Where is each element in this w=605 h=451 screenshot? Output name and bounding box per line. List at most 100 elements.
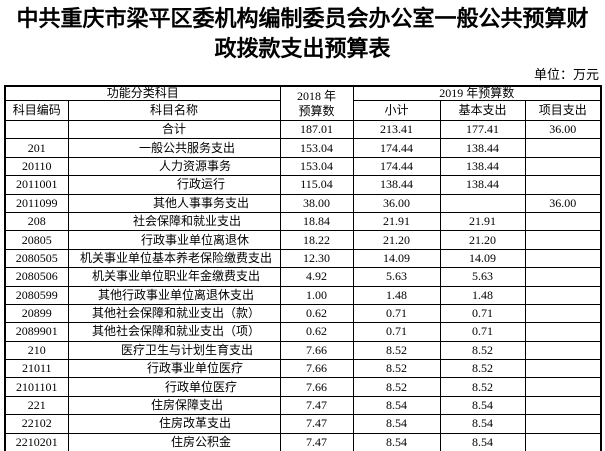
subject-code-cell: 20805 [4,230,69,250]
title-line-2: 政拨款支出预算表 [214,36,391,61]
table-row: 2011001 行政运行 115.04 138.44 138.44 [4,175,602,195]
header-row-columns: 科目编码 科目名称 小计 基本支出 项目支出 [4,100,602,121]
table-row: 2080505 机关事业单位基本养老保险缴费支出 12.30 14.09 14.… [4,248,602,269]
subject-code-cell: 2011099 [4,193,69,213]
project-2019-cell [524,303,602,324]
subject-code-cell: 210 [4,340,69,361]
subject-name-cell: 其他社会保障和就业支出（款） [67,303,281,324]
subject-code-cell: 221 [4,395,69,416]
header-2018-budget-line2: 预算数 [298,103,335,118]
subject-name-cell: 行政事业单位医疗 [67,359,281,379]
budget-2018-cell: 187.01 [279,119,354,140]
subject-name-cell: 行政单位医疗 [67,377,281,397]
table-row: 221 住房保障支出 7.47 8.54 8.54 [4,395,602,416]
subtotal-2019-cell: 0.71 [352,322,441,342]
header-project-expenditure: 项目支出 [524,100,602,121]
budget-2018-cell: 153.04 [279,138,354,158]
budget-table: 功能分类科目 2018 年 预算数 2019 年预算数 科目编码 科目名称 小计… [4,85,603,451]
table-row: 210 医疗卫生与计划生育支出 7.66 8.52 8.52 [4,340,602,361]
table-row: 20899 其他社会保障和就业支出（款） 0.62 0.71 0.71 [4,303,602,324]
subject-code-cell: 22102 [4,414,69,434]
subtotal-2019-cell: 1.48 [352,285,441,305]
subtotal-2019-cell: 213.41 [352,119,441,140]
budget-2018-cell: 115.04 [279,175,354,195]
basic-2019-cell: 5.63 [439,267,526,287]
subtotal-2019-cell: 174.44 [352,156,441,177]
subject-code-cell: 20899 [4,303,69,324]
header-subject-name: 科目名称 [67,100,281,121]
budget-table-body: 合计 187.01 213.41 177.41 36.00 201 一般公共服务… [4,119,602,451]
project-2019-cell [524,138,602,158]
table-row: 21011 行政事业单位医疗 7.66 8.52 8.52 [4,359,602,379]
project-2019-cell [524,432,602,451]
subject-code-cell [4,119,69,140]
header-row-groups: 功能分类科目 2018 年 预算数 2019 年预算数 [4,85,602,121]
basic-2019-cell: 0.71 [439,303,526,324]
budget-table-header: 功能分类科目 2018 年 预算数 2019 年预算数 科目编码 科目名称 小计… [4,85,602,121]
unit-label: 单位：万元 [533,67,599,82]
budget-2018-cell: 18.22 [279,230,354,250]
project-2019-cell [524,285,602,305]
subject-name-cell: 住房保障支出 [67,395,281,416]
header-function-category: 功能分类科目 [4,85,281,101]
project-2019-cell [524,414,602,434]
basic-2019-cell: 8.52 [439,377,526,397]
project-2019-cell [524,175,602,195]
subject-code-cell: 2089901 [4,322,69,342]
budget-2018-cell: 153.04 [279,156,354,177]
budget-2018-cell: 7.47 [279,395,354,416]
subtotal-2019-cell: 8.52 [352,377,441,397]
table-row: 2080506 机关事业单位职业年金缴费支出 4.92 5.63 5.63 [4,267,602,287]
budget-2018-cell: 12.30 [279,248,354,269]
basic-2019-cell: 138.44 [439,175,526,195]
project-2019-cell [524,230,602,250]
subject-name-cell: 住房公积金 [67,432,281,451]
header-basic-expenditure: 基本支出 [439,100,526,121]
basic-2019-cell: 8.52 [439,340,526,361]
subject-name-cell: 一般公共服务支出 [67,138,281,158]
project-2019-cell [524,248,602,269]
subject-name-cell: 行政运行 [67,175,281,195]
subject-name-cell: 人力资源事务 [67,156,281,177]
basic-2019-cell: 0.71 [439,322,526,342]
project-2019-cell [524,359,602,379]
subtotal-2019-cell: 138.44 [352,175,441,195]
header-subtotal: 小计 [352,100,441,121]
subject-name-cell: 医疗卫生与计划生育支出 [67,340,281,361]
basic-2019-cell: 1.48 [439,285,526,305]
subtotal-2019-cell: 21.91 [352,211,441,232]
basic-2019-cell: 21.20 [439,230,526,250]
project-2019-cell: 36.00 [524,193,602,213]
subject-name-cell: 行政事业单位离退休 [67,230,281,250]
table-row: 2101101 行政单位医疗 7.66 8.52 8.52 [4,377,602,397]
subtotal-2019-cell: 14.09 [352,248,441,269]
table-row: 20110 人力资源事务 153.04 174.44 138.44 [4,156,602,177]
budget-2018-cell: 0.62 [279,303,354,324]
basic-2019-cell: 177.41 [439,119,526,140]
subject-name-cell: 其他行政事业单位离退休支出 [67,285,281,305]
budget-2018-cell: 7.66 [279,377,354,397]
subtotal-2019-cell: 8.54 [352,432,441,451]
basic-2019-cell: 8.54 [439,432,526,451]
subtotal-2019-cell: 8.54 [352,414,441,434]
subject-name-cell: 其他人事事务支出 [67,193,281,213]
document-title: 中共重庆市梁平区委机构编制委员会办公室一般公共预算财 政拨款支出预算表 [0,0,605,64]
subject-code-cell: 208 [4,211,69,232]
subtotal-2019-cell: 5.63 [352,267,441,287]
table-row: 合计 187.01 213.41 177.41 36.00 [4,119,602,140]
basic-2019-cell: 138.44 [439,156,526,177]
subject-code-cell: 20110 [4,156,69,177]
subject-name-cell: 住房改革支出 [67,414,281,434]
subject-name-cell: 合计 [67,119,281,140]
budget-2018-cell: 7.66 [279,340,354,361]
subject-name-cell: 社会保障和就业支出 [67,211,281,232]
header-2018-budget: 2018 年 预算数 [279,85,354,121]
table-row: 201 一般公共服务支出 153.04 174.44 138.44 [4,138,602,158]
subject-name-cell: 其他社会保障和就业支出（项） [67,322,281,342]
subject-name-cell: 机关事业单位职业年金缴费支出 [67,267,281,287]
budget-2018-cell: 7.47 [279,432,354,451]
header-2019-budget-group: 2019 年预算数 [352,85,602,101]
budget-2018-cell: 4.92 [279,267,354,287]
project-2019-cell [524,395,602,416]
subtotal-2019-cell: 21.20 [352,230,441,250]
